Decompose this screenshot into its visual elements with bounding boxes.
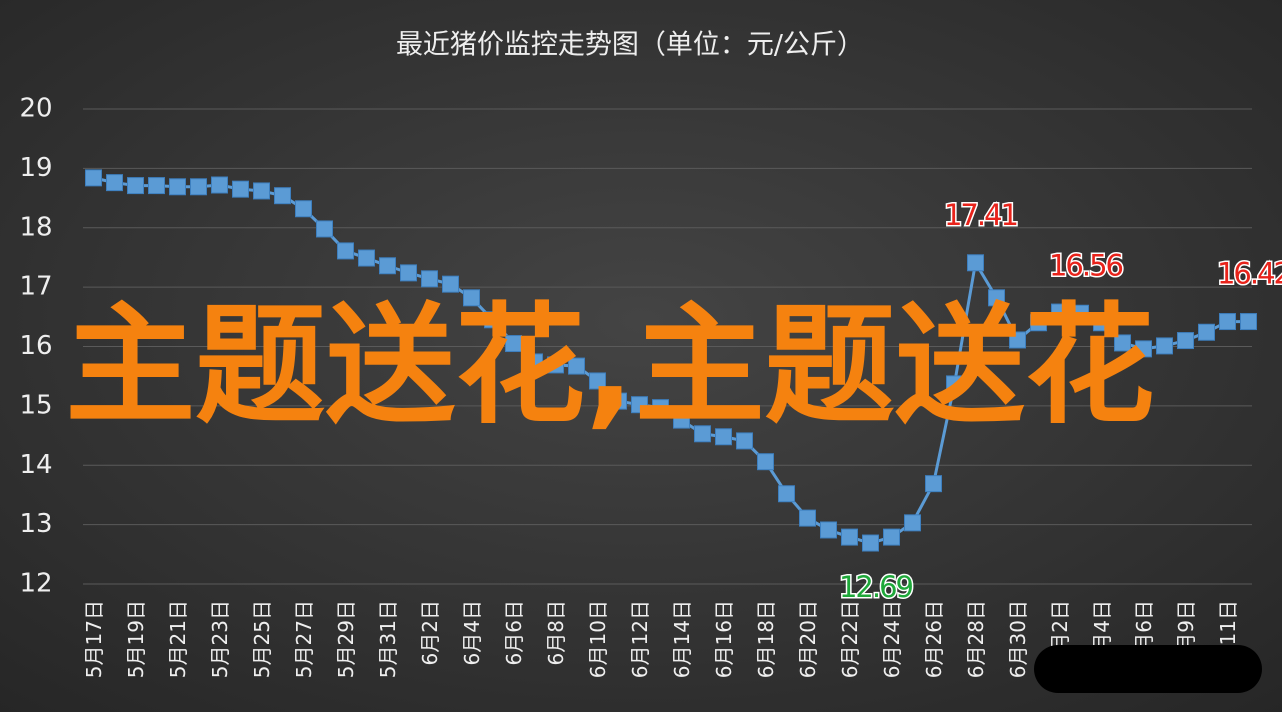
- x-tick-label: 6月20日: [796, 600, 820, 678]
- marker: [862, 534, 879, 552]
- marker: [148, 177, 165, 195]
- chart-title: 最近猪价监控走势图（单位：元/公斤）: [396, 30, 864, 61]
- data-label: 17.41: [944, 198, 1017, 232]
- y-tick-label: 13: [19, 509, 52, 539]
- marker: [925, 475, 942, 493]
- y-tick-label: 19: [19, 153, 52, 183]
- x-tick-label: 6月12日: [628, 600, 652, 678]
- marker: [274, 187, 291, 205]
- marker: [652, 399, 669, 417]
- marker: [673, 411, 690, 429]
- marker: [988, 289, 1005, 307]
- marker: [505, 335, 522, 353]
- marker: [106, 174, 123, 192]
- x-tick-label: 6月16日: [712, 600, 736, 678]
- marker: [358, 249, 375, 267]
- marker: [694, 425, 711, 443]
- marker: [568, 357, 585, 375]
- marker: [337, 242, 354, 260]
- marker: [1156, 337, 1173, 355]
- marker: [211, 176, 228, 194]
- watermark: 主题送花,主题送花: [65, 290, 1154, 442]
- marker: [463, 289, 480, 307]
- marker: [736, 432, 753, 450]
- marker: [1135, 340, 1152, 358]
- marker: [946, 375, 963, 393]
- data-label: 12.69: [839, 570, 913, 604]
- y-tick-label: 12: [19, 569, 52, 599]
- marker: [442, 275, 459, 293]
- marker: [1198, 323, 1215, 341]
- marker: [1030, 314, 1047, 332]
- marker: [841, 528, 858, 546]
- x-tick-label: 6月18日: [754, 600, 778, 678]
- marker: [799, 509, 816, 527]
- marker: [631, 396, 648, 414]
- marker: [484, 311, 501, 329]
- marker: [421, 270, 438, 288]
- x-tick-label: 5月29日: [334, 600, 358, 678]
- x-tick-label: 5月17日: [82, 600, 106, 678]
- marker: [190, 178, 207, 196]
- x-tick-label: 6月4日: [460, 600, 484, 665]
- marker: [757, 453, 774, 471]
- data-label: 16.42: [1217, 257, 1282, 291]
- marker: [1093, 314, 1110, 332]
- x-tick-label: 5月31日: [376, 600, 400, 678]
- marker: [778, 485, 795, 503]
- marker: [967, 254, 984, 272]
- y-tick-label: 16: [19, 331, 52, 361]
- x-tick-label: 6月2日: [418, 600, 442, 665]
- x-tick-label: 6月26日: [922, 600, 946, 678]
- marker: [127, 177, 144, 195]
- marker: [253, 182, 270, 200]
- marker: [1072, 304, 1089, 322]
- marker: [295, 200, 312, 218]
- x-tick-label: 5月23日: [208, 600, 232, 678]
- marker: [1177, 332, 1194, 350]
- x-tick-label: 5月27日: [292, 600, 316, 678]
- marker: [85, 169, 102, 187]
- marker: [232, 180, 249, 198]
- y-tick-label: 18: [19, 212, 52, 242]
- x-tick-label: 5月21日: [166, 600, 190, 678]
- y-tick-label: 17: [19, 272, 52, 302]
- marker: [904, 514, 921, 532]
- x-tick-label: 6月28日: [964, 600, 988, 678]
- marker: [526, 353, 543, 371]
- redaction: [1034, 645, 1262, 693]
- marker: [1114, 334, 1131, 352]
- marker: [610, 392, 627, 410]
- x-tick-label: 5月25日: [250, 600, 274, 678]
- marker: [1219, 313, 1236, 331]
- marker: [883, 528, 900, 546]
- x-tick-label: 6月30日: [1006, 600, 1030, 678]
- x-tick-label: 6月22日: [838, 600, 862, 678]
- marker: [169, 178, 186, 196]
- x-tick-label: 6月10日: [586, 600, 610, 678]
- marker: [715, 428, 732, 446]
- marker: [820, 521, 837, 539]
- x-tick-label: 6月24日: [880, 600, 904, 678]
- marker: [400, 264, 417, 282]
- data-label: 16.56: [1049, 248, 1123, 282]
- x-tick-label: 6月8日: [544, 600, 568, 665]
- marker: [379, 257, 396, 275]
- y-tick-label: 15: [19, 390, 52, 420]
- x-tick-label: 6月6日: [502, 600, 526, 665]
- marker: [547, 356, 564, 374]
- x-tick-label: 6月14日: [670, 600, 694, 678]
- marker: [589, 372, 606, 390]
- x-tick-label: 5月19日: [124, 600, 148, 678]
- marker: [1240, 313, 1257, 331]
- marker: [1009, 331, 1026, 349]
- y-tick-label: 14: [19, 450, 52, 480]
- marker: [1051, 303, 1068, 321]
- y-tick-label: 20: [19, 94, 52, 124]
- marker: [316, 220, 333, 238]
